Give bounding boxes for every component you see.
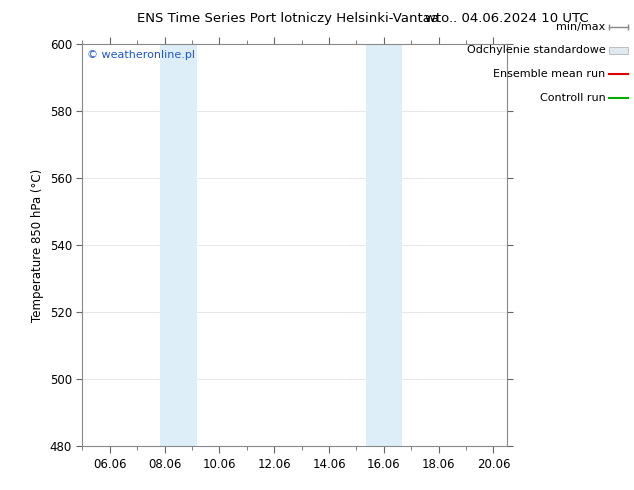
Text: min/max: min/max bbox=[556, 22, 605, 32]
Y-axis label: Temperature 850 hPa (°C): Temperature 850 hPa (°C) bbox=[31, 169, 44, 321]
Bar bbox=[160, 44, 197, 446]
Text: © weatheronline.pl: © weatheronline.pl bbox=[87, 50, 195, 60]
Text: Controll run: Controll run bbox=[540, 93, 605, 102]
Bar bbox=[366, 44, 402, 446]
Text: ENS Time Series Port lotniczy Helsinki-Vantaa: ENS Time Series Port lotniczy Helsinki-V… bbox=[138, 12, 439, 25]
Text: Odchylenie standardowe: Odchylenie standardowe bbox=[467, 46, 605, 55]
Text: wto.. 04.06.2024 10 UTC: wto.. 04.06.2024 10 UTC bbox=[425, 12, 589, 25]
Text: Ensemble mean run: Ensemble mean run bbox=[493, 69, 605, 79]
